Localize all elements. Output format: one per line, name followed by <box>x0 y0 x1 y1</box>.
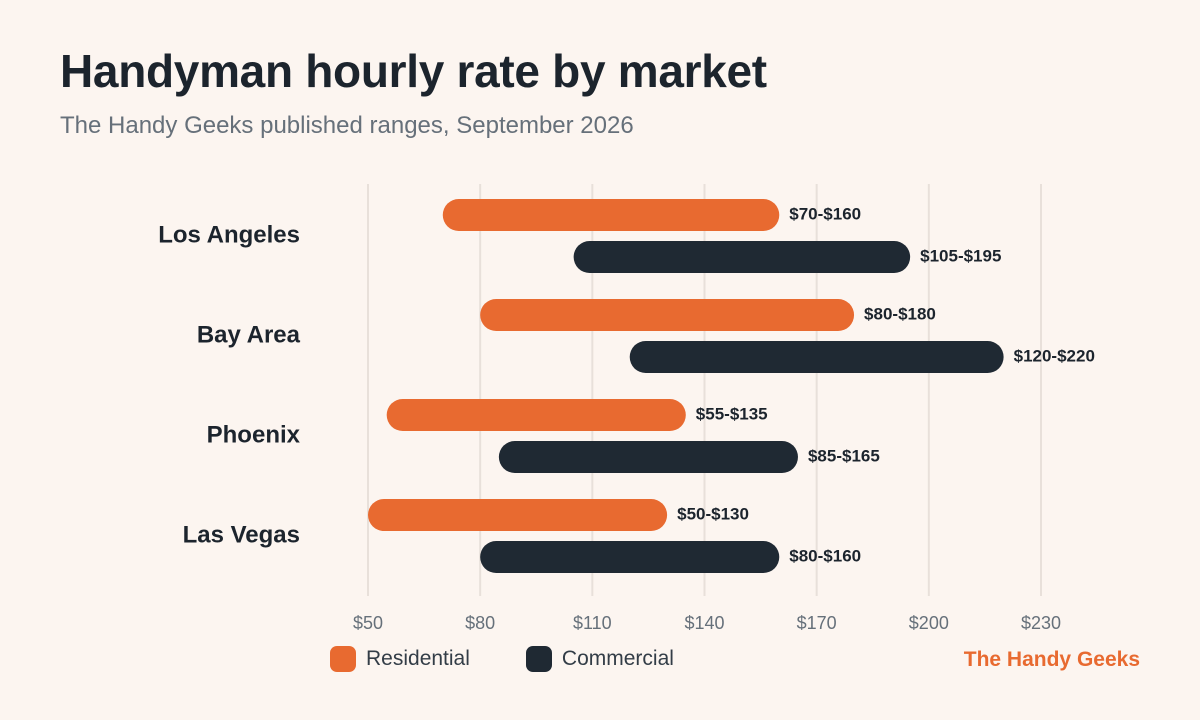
x-tick-label: $80 <box>465 613 495 633</box>
chart-legend: Residential Commercial <box>330 646 730 672</box>
range-bar-commercial <box>480 541 780 573</box>
range-bar-residential <box>442 199 780 231</box>
data-label: $55-$135 <box>696 404 768 423</box>
category-label: Phoenix <box>207 421 301 448</box>
data-label: $70-$160 <box>789 204 861 223</box>
data-label: $80-$160 <box>789 546 861 565</box>
range-bar-commercial <box>498 441 798 473</box>
data-label: $50-$130 <box>677 504 749 523</box>
category-label: Los Angeles <box>158 221 300 248</box>
legend-swatch-residential <box>330 646 356 672</box>
category-label: Bay Area <box>197 321 301 348</box>
chart-title: Handyman hourly rate by market <box>60 45 767 97</box>
range-bar-commercial <box>629 341 1004 373</box>
data-label: $105-$195 <box>920 246 1001 265</box>
x-tick-label: $110 <box>573 613 612 633</box>
chart-subtitle: The Handy Geeks published ranges, Septem… <box>60 112 634 139</box>
range-bar-commercial <box>573 241 911 273</box>
data-label: $85-$165 <box>808 446 880 465</box>
legend-item-commercial: Commercial <box>525 646 674 672</box>
legend-label-residential: Residential <box>366 647 470 670</box>
x-tick-label: $50 <box>353 613 383 633</box>
x-tick-label: $170 <box>797 613 837 633</box>
legend-swatch-commercial <box>525 646 552 672</box>
range-bar-residential <box>480 299 855 331</box>
range-bar-residential <box>386 399 686 431</box>
x-tick-label: $140 <box>684 613 724 633</box>
range-bar-residential <box>368 499 668 531</box>
legend-label-commercial: Commercial <box>561 647 674 670</box>
x-tick-label: $200 <box>909 613 949 633</box>
data-label: $120-$220 <box>1014 346 1095 365</box>
legend-item-residential: Residential <box>330 646 470 672</box>
brand-logo-text: The Handy Geeks <box>963 648 1140 671</box>
category-label: Las Vegas <box>183 521 300 548</box>
data-label: $80-$180 <box>864 304 936 323</box>
x-tick-label: $230 <box>1021 613 1061 633</box>
